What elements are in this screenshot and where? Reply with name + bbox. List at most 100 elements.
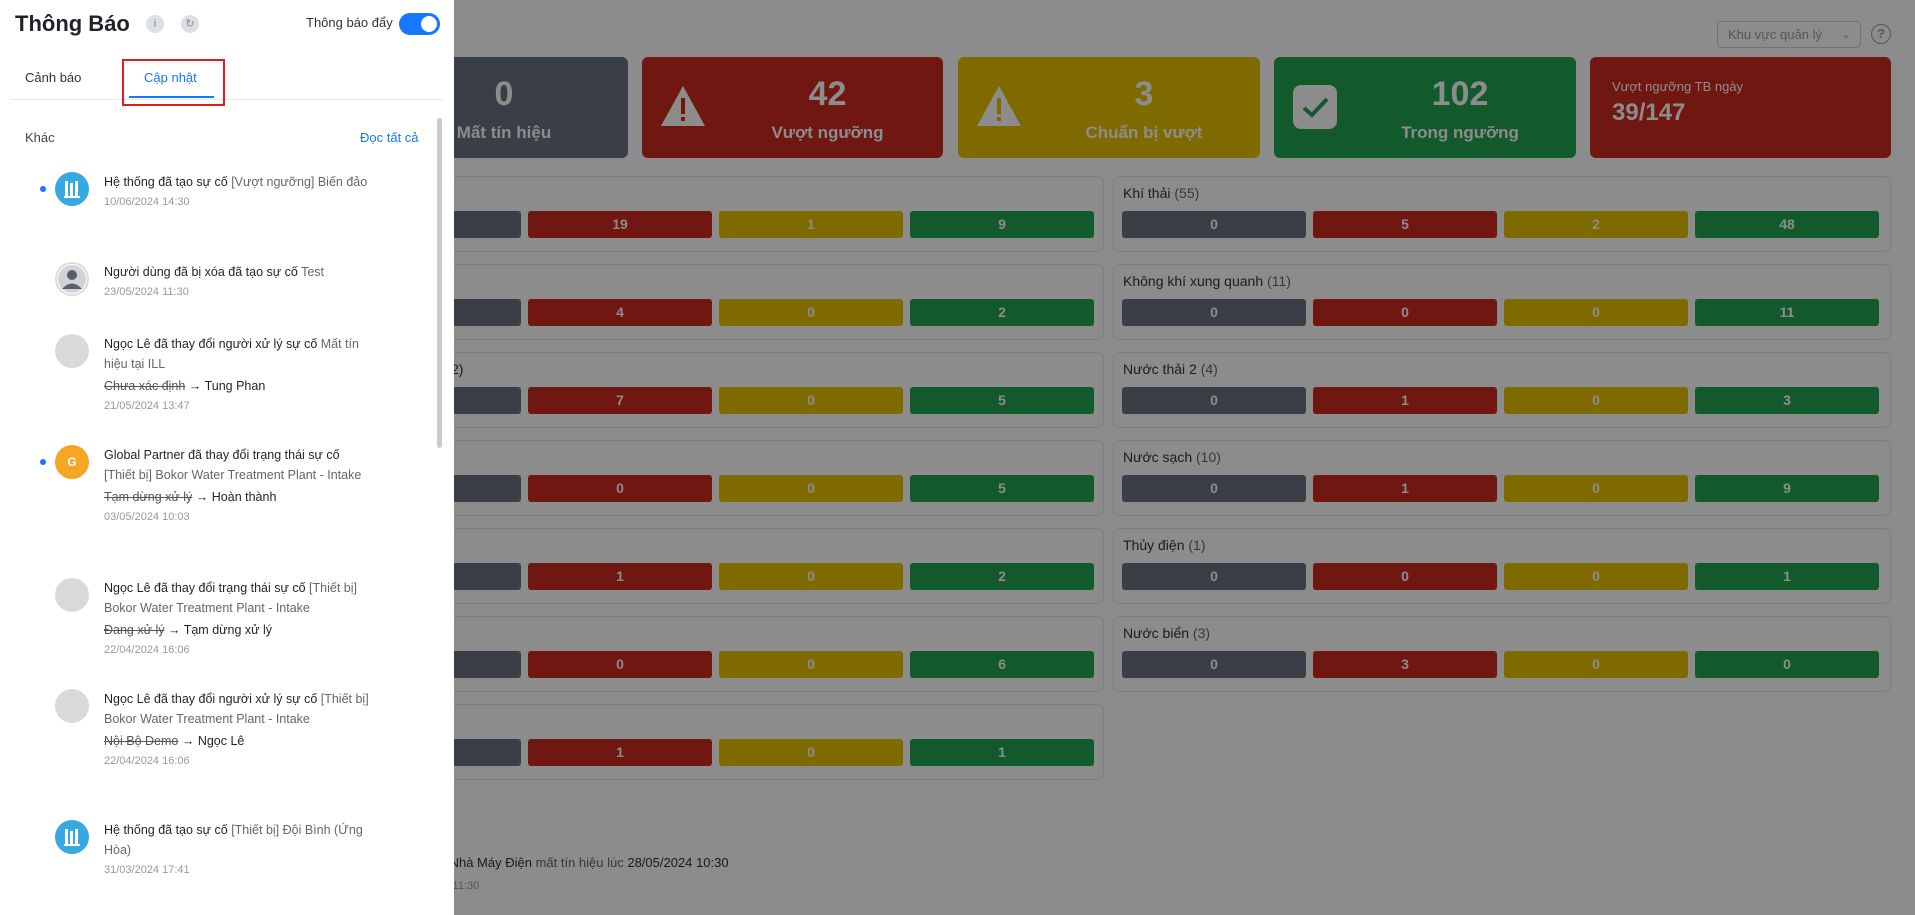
read-all-link[interactable]: Đọc tất cả bbox=[360, 130, 419, 145]
group-count: (11) bbox=[1267, 273, 1291, 289]
unread-dot bbox=[40, 186, 46, 192]
group-card[interactable]: Thủy điện (1) 0 0 0 1 bbox=[1113, 528, 1891, 604]
status-bar[interactable]: 0 bbox=[1504, 475, 1688, 502]
status-bar[interactable]: 0 bbox=[1504, 563, 1688, 590]
group-card[interactable]: Không khí xung quanh (11) 0 0 0 11 bbox=[1113, 264, 1891, 340]
status-bar[interactable]: 5 bbox=[910, 387, 1094, 414]
status-bar[interactable]: 9 bbox=[1695, 475, 1879, 502]
status-bar[interactable]: 0 bbox=[719, 651, 903, 678]
status-bar[interactable]: 3 bbox=[1313, 651, 1497, 678]
status-bar[interactable]: 0 bbox=[719, 387, 903, 414]
stat-value: 42 bbox=[808, 75, 847, 113]
status-bar[interactable]: 0 bbox=[1122, 563, 1306, 590]
status-bar[interactable]: 0 bbox=[1122, 299, 1306, 326]
status-bar[interactable]: 1 bbox=[528, 563, 712, 590]
status-bar[interactable]: 2 bbox=[910, 563, 1094, 590]
stat-card-over-threshold[interactable]: 42 Vượt ngưỡng bbox=[642, 57, 943, 158]
status-bar[interactable]: 0 bbox=[719, 739, 903, 766]
avatar bbox=[55, 334, 89, 368]
notification-time: 23/05/2024 11:30 bbox=[104, 286, 189, 298]
arrow-right-icon: → bbox=[195, 490, 209, 504]
status-bar[interactable]: 0 bbox=[1504, 387, 1688, 414]
status-bar[interactable]: 0 bbox=[1122, 211, 1306, 238]
notification-text: Hệ thống đã tạo sự cố [Vượt ngưỡng] Biến… bbox=[104, 172, 369, 192]
status-bar[interactable]: 1 bbox=[910, 739, 1094, 766]
status-bar[interactable]: 3 bbox=[1695, 387, 1879, 414]
status-bar[interactable]: 0 bbox=[1695, 651, 1879, 678]
status-bar[interactable]: 1 bbox=[719, 211, 903, 238]
status-bar[interactable]: 0 bbox=[1504, 651, 1688, 678]
stat-label: Trong ngưỡng bbox=[1401, 123, 1519, 142]
status-bar[interactable]: 1 bbox=[1313, 387, 1497, 414]
group-card[interactable]: 19 1 9 bbox=[380, 176, 1104, 252]
notification-change: Tạm dừng xử lý → Hoàn thành bbox=[104, 487, 369, 507]
status-bar[interactable]: 0 bbox=[1122, 651, 1306, 678]
notification-text: Ngọc Lê đã thay đổi trạng thái sự cố [Th… bbox=[104, 578, 369, 618]
push-notification-toggle[interactable] bbox=[399, 13, 440, 35]
status-bar[interactable]: 0 bbox=[528, 651, 712, 678]
status-bar[interactable]: 4 bbox=[528, 299, 712, 326]
stat-card-daily-average[interactable]: Vượt ngưỡng TB ngày 39/147 bbox=[1590, 57, 1891, 158]
group-name: Không khí xung quanh bbox=[1123, 273, 1264, 289]
tab-canh-bao[interactable]: Cảnh báo bbox=[25, 70, 82, 85]
status-bar[interactable]: 0 bbox=[1313, 299, 1497, 326]
status-bar[interactable]: 5 bbox=[1313, 211, 1497, 238]
status-bar[interactable]: 11 bbox=[1695, 299, 1879, 326]
stat-card-near-threshold[interactable]: 3 Chuẩn bị vượt bbox=[958, 57, 1260, 158]
refresh-icon[interactable]: ↻ bbox=[181, 15, 199, 33]
stat-card-in-threshold[interactable]: 102 Trong ngưỡng bbox=[1274, 57, 1576, 158]
group-name: Khí thải bbox=[1123, 185, 1171, 201]
status-bar[interactable]: 1 bbox=[1313, 475, 1497, 502]
tabs-divider bbox=[10, 99, 443, 100]
notification-text: Hệ thống đã tạo sự cố [Thiết bị] Đội Bìn… bbox=[104, 820, 369, 860]
status-bar[interactable]: 0 bbox=[1122, 387, 1306, 414]
tab-cap-nhat[interactable]: Cập nhật bbox=[144, 70, 197, 85]
event-action: mất tín hiệu lúc bbox=[531, 855, 628, 870]
status-bar[interactable]: 0 bbox=[1504, 299, 1688, 326]
notification-body: Ngọc Lê đã thay đổi người xử lý sự cố [T… bbox=[104, 689, 369, 770]
group-count: (4) bbox=[1200, 361, 1218, 377]
status-bar[interactable]: 1 bbox=[1695, 563, 1879, 590]
stat-label: Chuẩn bị vượt bbox=[1085, 123, 1203, 142]
group-title: Khí thải (55) bbox=[1123, 185, 1199, 201]
scrollbar[interactable] bbox=[437, 118, 442, 448]
notification-body: Hệ thống đã tạo sự cố [Thiết bị] Đội Bìn… bbox=[104, 820, 369, 879]
status-bar[interactable]: 0 bbox=[719, 563, 903, 590]
group-card[interactable]: Nước sạch (10) 0 1 0 9 bbox=[1113, 440, 1891, 516]
status-bar[interactable]: 0 bbox=[1122, 475, 1306, 502]
status-bar[interactable]: 0 bbox=[719, 475, 903, 502]
active-tab-indicator bbox=[129, 96, 214, 98]
status-bar[interactable]: 1 bbox=[528, 739, 712, 766]
info-icon[interactable]: i bbox=[146, 15, 164, 33]
status-bar[interactable]: 9 bbox=[910, 211, 1094, 238]
status-bar[interactable]: 2 bbox=[1504, 211, 1688, 238]
group-title: Nước thải 2 (4) bbox=[1123, 361, 1218, 377]
stat-label: Mất tín hiệu bbox=[456, 123, 552, 142]
notification-time: 31/03/2024 17:41 bbox=[104, 864, 190, 876]
notification-text: Global Partner đã thay đổi trạng thái sự… bbox=[104, 445, 369, 485]
status-bar[interactable]: 2 bbox=[910, 299, 1094, 326]
region-select[interactable]: Khu vực quản lý ⌄ bbox=[1717, 21, 1861, 48]
status-bar[interactable]: 7 bbox=[528, 387, 712, 414]
status-bar[interactable]: 0 bbox=[719, 299, 903, 326]
group-card[interactable]: Nước thải 2 (4) 0 1 0 3 bbox=[1113, 352, 1891, 428]
status-bar[interactable]: 0 bbox=[1313, 563, 1497, 590]
status-bar[interactable]: 19 bbox=[528, 211, 712, 238]
status-bar[interactable]: 0 bbox=[528, 475, 712, 502]
group-card[interactable]: Khí thải (55) 0 5 2 48 bbox=[1113, 176, 1891, 252]
notification-action: đã tạo sự cố bbox=[154, 823, 232, 837]
status-bar[interactable]: 6 bbox=[910, 651, 1094, 678]
question-circle-icon[interactable]: ? bbox=[1871, 24, 1891, 44]
status-bar[interactable]: 48 bbox=[1695, 211, 1879, 238]
avatar bbox=[55, 689, 89, 723]
avatar: G bbox=[55, 445, 89, 479]
change-to: Hoàn thành bbox=[211, 490, 277, 504]
notification-actor: Ngọc Lê bbox=[104, 692, 151, 706]
group-card[interactable]: Nước biển (3) 0 3 0 0 bbox=[1113, 616, 1891, 692]
status-bar[interactable]: 5 bbox=[910, 475, 1094, 502]
